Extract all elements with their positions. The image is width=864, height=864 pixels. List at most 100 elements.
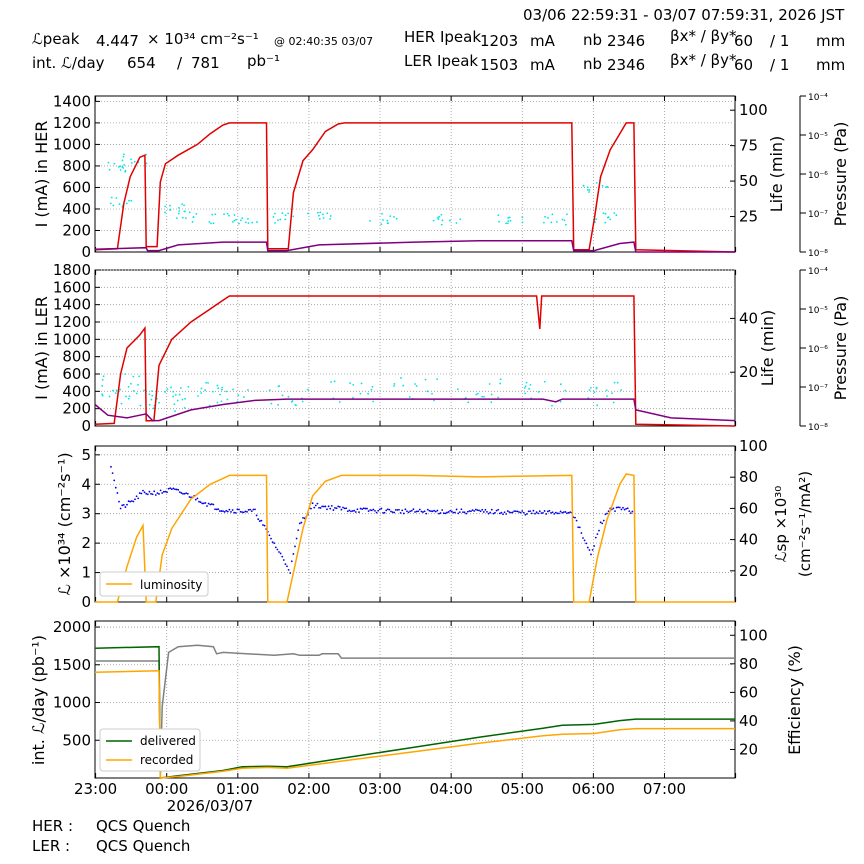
specific-lumi-point bbox=[178, 491, 181, 494]
specific-lumi-point bbox=[135, 495, 138, 498]
ler-life-point bbox=[139, 404, 142, 407]
y2-tick-label: 60 bbox=[739, 683, 758, 701]
specific-lumi-point bbox=[478, 509, 480, 512]
ler-life-point bbox=[281, 394, 284, 397]
specific-lumi-point bbox=[145, 492, 148, 495]
her-life-point bbox=[251, 221, 254, 224]
her-y2label: Life (min) bbox=[767, 136, 786, 213]
ler-life-point bbox=[220, 400, 223, 403]
specific-lumi-point bbox=[626, 507, 629, 510]
specific-lumi-point bbox=[377, 509, 380, 512]
specific-lumi-point bbox=[151, 493, 154, 496]
y-tick-label: 1400 bbox=[53, 296, 91, 314]
specific-lumi-point bbox=[390, 510, 392, 513]
ler-life-point bbox=[426, 390, 429, 393]
specific-lumi-point bbox=[510, 511, 512, 514]
her-life-point bbox=[277, 219, 279, 222]
specific-lumi-point bbox=[358, 511, 360, 514]
ler-life-point bbox=[349, 382, 352, 384]
ler-life-point bbox=[114, 392, 117, 395]
her-life-point bbox=[128, 199, 130, 202]
specific-lumi-point bbox=[364, 507, 367, 510]
her-life-point bbox=[212, 222, 215, 225]
ler-y3label: Pressure (Pa) bbox=[831, 296, 850, 401]
specific-lumi-point bbox=[422, 511, 424, 513]
specific-lumi-point bbox=[162, 490, 165, 493]
ler-ylabel: I (mA) in LER bbox=[32, 296, 51, 400]
specific-lumi-point bbox=[351, 510, 354, 512]
pressure-tick-label: 10⁻⁷ bbox=[808, 210, 828, 220]
specific-lumi-point bbox=[289, 572, 292, 574]
specific-lumi-point bbox=[441, 509, 444, 511]
specific-lumi-point bbox=[612, 507, 615, 510]
x-tick-label: 07:00 bbox=[643, 780, 686, 798]
ler-life-point bbox=[128, 395, 131, 398]
ler-life-point bbox=[611, 392, 613, 395]
specific-lumi-point bbox=[214, 508, 216, 511]
her-life-point bbox=[550, 221, 553, 224]
y2-tick-label: 75 bbox=[739, 137, 758, 155]
specific-lumi-point bbox=[628, 510, 631, 512]
specific-lumi-point bbox=[554, 511, 557, 514]
footer-ler-label: LER : bbox=[32, 837, 71, 855]
ler-life-point bbox=[523, 387, 526, 389]
ler-life-point bbox=[119, 388, 122, 391]
specific-lumi-point bbox=[426, 508, 429, 511]
specific-lumi-point bbox=[393, 511, 396, 514]
specific-lumi-point bbox=[438, 512, 440, 515]
specific-lumi-point bbox=[150, 492, 152, 495]
specific-lumi-point bbox=[361, 508, 364, 511]
y2-tick-label: 40 bbox=[739, 531, 758, 549]
her-life-point bbox=[318, 214, 320, 217]
ler-life-point bbox=[166, 388, 169, 390]
her-life-point bbox=[436, 216, 439, 219]
ler-life-line bbox=[94, 398, 736, 422]
ler-life-point bbox=[101, 385, 104, 387]
specific-lumi-point bbox=[553, 512, 556, 515]
specific-lumi-point bbox=[194, 498, 197, 501]
specific-lumi-point bbox=[388, 508, 391, 511]
specific-lumi-point bbox=[460, 508, 463, 511]
specific-lumi-point bbox=[126, 503, 128, 506]
specific-lumi-point bbox=[342, 506, 344, 509]
specific-lumi-point bbox=[473, 510, 476, 512]
specific-lumi-point bbox=[484, 508, 487, 511]
legend-label-delivered: delivered bbox=[140, 734, 196, 748]
ler-life-point bbox=[183, 406, 186, 409]
her-life-point bbox=[223, 213, 225, 216]
ler-life-point bbox=[431, 392, 433, 395]
specific-lumi-point bbox=[286, 565, 288, 568]
ler-life-point bbox=[247, 388, 249, 391]
her-life-point bbox=[178, 210, 181, 212]
specific-lumi-point bbox=[326, 508, 328, 511]
specific-lumi-point bbox=[118, 500, 120, 503]
pressure-tick-label: 10⁻⁵ bbox=[808, 306, 828, 316]
her-life-point bbox=[123, 153, 125, 156]
ler-life-point bbox=[606, 395, 608, 398]
specific-lumi-point bbox=[249, 508, 252, 511]
intl-unit: pb⁻¹ bbox=[247, 52, 280, 70]
y-tick-label: 800 bbox=[62, 157, 91, 175]
her-life-point bbox=[233, 214, 236, 216]
pressure-tick-label: 10⁻⁸ bbox=[808, 249, 828, 259]
ler-life-point bbox=[620, 389, 623, 391]
specific-lumi-point bbox=[551, 511, 554, 514]
specific-lumi-point bbox=[602, 519, 605, 522]
her-life-point bbox=[507, 220, 510, 223]
specific-lumi-point bbox=[273, 542, 276, 544]
specific-lumi-point bbox=[228, 508, 231, 511]
ler-life-point bbox=[301, 400, 304, 403]
her-life-point bbox=[181, 203, 184, 206]
ler-life-point bbox=[294, 403, 297, 406]
intl-y2label: Efficiency (%) bbox=[785, 645, 804, 755]
specific-lumi-point bbox=[471, 509, 474, 512]
specific-lumi-point bbox=[380, 507, 383, 510]
ler-life-point bbox=[433, 399, 435, 402]
ler-life-point bbox=[132, 389, 135, 392]
specific-lumi-point bbox=[474, 508, 477, 511]
specific-lumi-point bbox=[505, 513, 508, 515]
specific-lumi-point bbox=[425, 512, 428, 515]
specific-lumi-point bbox=[231, 509, 234, 511]
panel-frame-2 bbox=[94, 269, 736, 427]
y2-tick-label: 20 bbox=[739, 740, 758, 758]
